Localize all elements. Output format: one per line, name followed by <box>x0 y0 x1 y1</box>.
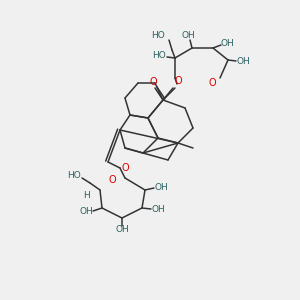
Text: H: H <box>82 190 89 200</box>
Text: O: O <box>108 175 116 185</box>
Text: O: O <box>121 163 129 173</box>
Text: O: O <box>149 77 157 87</box>
Text: OH: OH <box>115 226 129 235</box>
Text: OH: OH <box>181 32 195 40</box>
Text: OH: OH <box>151 206 165 214</box>
Text: O: O <box>174 76 182 86</box>
Text: HO: HO <box>152 52 166 61</box>
Text: OH: OH <box>236 58 250 67</box>
Text: O: O <box>208 78 216 88</box>
Text: OH: OH <box>154 182 168 191</box>
Text: HO: HO <box>151 32 165 40</box>
Text: OH: OH <box>220 38 234 47</box>
Text: HO: HO <box>67 172 81 181</box>
Text: OH: OH <box>79 208 93 217</box>
